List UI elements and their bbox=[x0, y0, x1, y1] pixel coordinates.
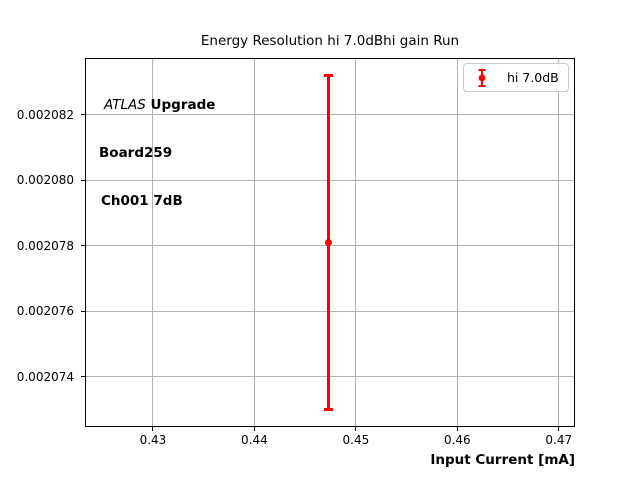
atlas-text: ATLAS bbox=[104, 97, 146, 113]
y-tick-mark bbox=[81, 179, 85, 181]
annotation-line-1: ATLAS Upgrade bbox=[99, 97, 215, 113]
grid-line-vertical bbox=[355, 59, 357, 426]
grid-line-horizontal bbox=[86, 376, 574, 378]
y-tick-mark bbox=[81, 376, 85, 378]
grid-line-horizontal bbox=[86, 310, 574, 312]
annotation-line-1-bold: Upgrade bbox=[150, 97, 216, 113]
y-tick-label: 0.002078 bbox=[16, 238, 74, 253]
grid-line-vertical bbox=[558, 59, 560, 426]
legend-label: hi 7.0dB bbox=[507, 69, 559, 85]
y-tick-label: 0.002074 bbox=[16, 369, 74, 384]
errorbar-marker-dot bbox=[324, 239, 332, 246]
x-tick-mark bbox=[253, 427, 255, 431]
grid-line-horizontal bbox=[86, 245, 574, 247]
x-tick-mark bbox=[456, 427, 458, 431]
y-tick-mark bbox=[81, 245, 85, 247]
annotation-line-3: Ch001 7dB bbox=[101, 193, 183, 209]
x-tick-mark bbox=[152, 427, 154, 431]
x-tick-label: 0.43 bbox=[139, 433, 167, 447]
errorbar-legend-icon bbox=[474, 68, 490, 88]
grid-line-horizontal bbox=[86, 179, 574, 181]
annotation-block: ATLAS Upgrade Board259 Ch001 7dB bbox=[99, 65, 215, 241]
x-tick-mark bbox=[558, 427, 560, 431]
x-axis-label: Input Current [mA] bbox=[430, 452, 575, 468]
y-tick-mark bbox=[81, 114, 85, 116]
y-tick-mark bbox=[81, 310, 85, 312]
legend: hi 7.0dB bbox=[463, 63, 569, 92]
errorbar-cap-bottom bbox=[323, 408, 333, 411]
chart-title: Energy Resolution hi 7.0dBhi gain Run bbox=[200, 33, 460, 49]
y-tick-label: 0.002082 bbox=[16, 107, 74, 122]
y-tick-label: 0.002076 bbox=[16, 304, 74, 319]
plot-area: ATLAS Upgrade Board259 Ch001 7dB hi 7.0d… bbox=[85, 58, 575, 427]
y-tick-label: 0.002080 bbox=[16, 173, 74, 188]
x-tick-label: 0.47 bbox=[545, 433, 573, 447]
errorbar-cap-top bbox=[323, 74, 333, 77]
x-tick-label: 0.44 bbox=[241, 433, 268, 447]
grid-line-vertical bbox=[152, 59, 154, 426]
grid-line-horizontal bbox=[86, 114, 574, 116]
x-tick-label: 0.46 bbox=[443, 433, 471, 447]
grid-line-vertical bbox=[253, 59, 255, 426]
x-tick-label: 0.45 bbox=[342, 433, 370, 447]
grid-line-vertical bbox=[456, 59, 458, 426]
x-tick-mark bbox=[355, 427, 357, 431]
annotation-line-2: Board259 bbox=[99, 145, 173, 161]
